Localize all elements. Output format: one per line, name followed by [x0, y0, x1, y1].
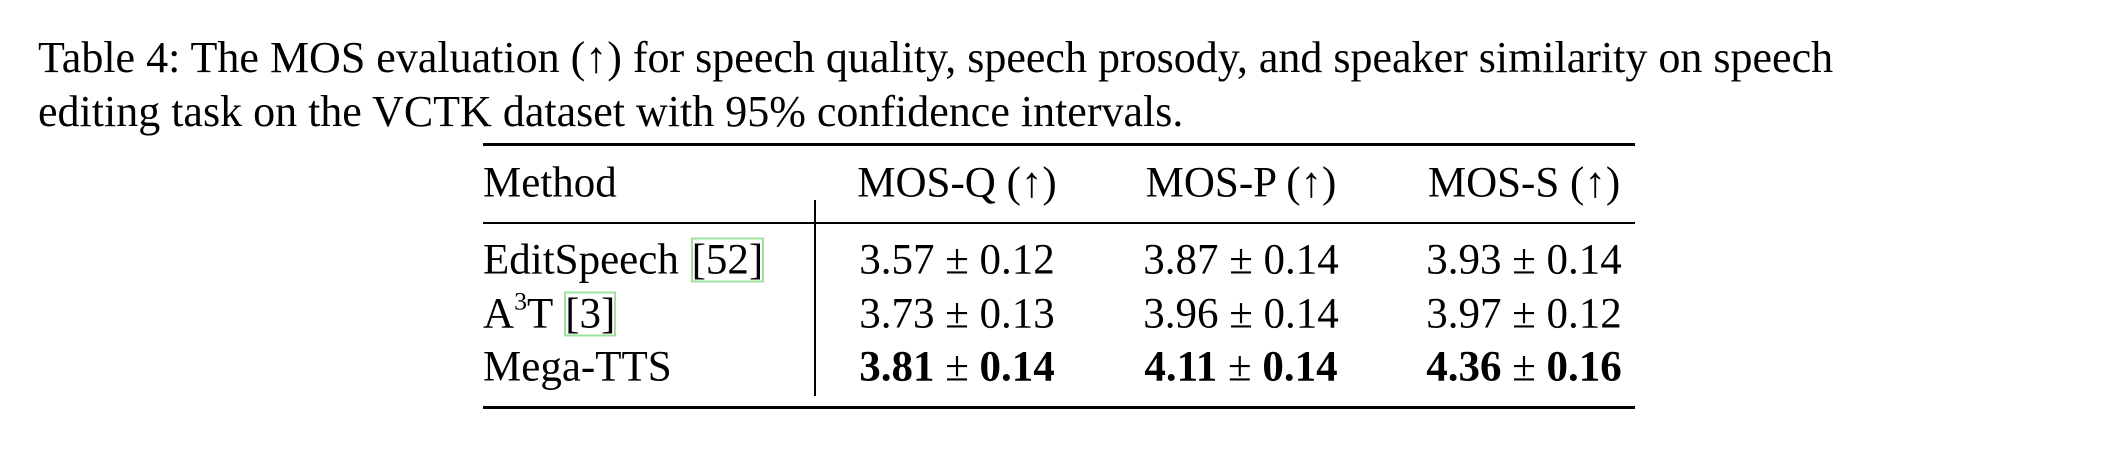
- plus-minus: ±: [945, 236, 969, 284]
- citation[interactable]: [52]: [690, 236, 765, 284]
- score-mean: 3.57: [859, 236, 935, 284]
- method-cell: A3T [3]: [483, 288, 617, 338]
- method-name: T: [526, 290, 553, 338]
- score-mean: 3.73: [859, 290, 935, 338]
- header-cell: MOS-S (↑): [1427, 159, 1621, 207]
- score-cell: 4.11 ± 0.14: [1144, 346, 1337, 389]
- method-name: EditSpeech: [483, 236, 679, 284]
- plus-minus: ±: [1512, 343, 1536, 391]
- method-name: A: [483, 290, 515, 338]
- caption-text: The MOS evaluation (↑) for speech qualit…: [190, 33, 1834, 82]
- header-cell: Method: [483, 159, 617, 207]
- score-ci: 0.16: [1546, 343, 1622, 391]
- plus-minus: ±: [945, 343, 969, 391]
- score-ci: 0.13: [979, 290, 1055, 338]
- bottom-rule: [483, 406, 1635, 409]
- score-cell: 3.57 ± 0.12: [859, 239, 1055, 282]
- score-cell: 3.73 ± 0.13: [859, 293, 1055, 336]
- citation-number: 3: [579, 290, 602, 338]
- score-ci: 0.14: [1263, 236, 1339, 284]
- superscript: 3: [514, 286, 527, 316]
- score-mean: 4.36: [1426, 343, 1502, 391]
- score-mean: 3.81: [859, 343, 935, 391]
- score-cell: 3.93 ± 0.14: [1426, 239, 1622, 282]
- caption-line: Table 4: The MOS evaluation (↑) for spee…: [38, 36, 1833, 80]
- score-mean: 3.97: [1426, 290, 1502, 338]
- score-cell: 3.87 ± 0.14: [1143, 239, 1339, 282]
- score-cell: 4.36 ± 0.16: [1426, 346, 1622, 389]
- score-cell: 3.96 ± 0.14: [1143, 293, 1339, 336]
- score-ci: 0.14: [1546, 236, 1622, 284]
- score-ci: 0.14: [979, 343, 1055, 391]
- citation-number: 52: [705, 236, 749, 284]
- plus-minus: ±: [1229, 236, 1253, 284]
- score-mean: 3.96: [1143, 290, 1219, 338]
- score-ci: 0.14: [1262, 343, 1338, 391]
- caption-line: editing task on the VCTK dataset with 95…: [38, 87, 1184, 136]
- header-cell: MOS-P (↑): [1145, 159, 1337, 207]
- method-cell: EditSpeech [52]: [483, 236, 765, 284]
- method-cell: Mega-TTS: [483, 346, 672, 389]
- plus-minus: ±: [1229, 290, 1253, 338]
- plus-minus: ±: [1228, 343, 1252, 391]
- score-ci: 0.12: [979, 236, 1055, 284]
- score-ci: 0.12: [1546, 290, 1622, 338]
- score-cell: 3.97 ± 0.12: [1426, 293, 1622, 336]
- top-rule: [483, 143, 1635, 146]
- header-cell: MOS-Q (↑): [857, 159, 1057, 207]
- mid-rule: [483, 222, 1635, 224]
- citation[interactable]: [3]: [564, 290, 617, 338]
- caption-label: Table 4:: [38, 33, 181, 82]
- score-cell: 3.81 ± 0.14: [859, 346, 1055, 389]
- plus-minus: ±: [1512, 290, 1536, 338]
- score-mean: 3.93: [1426, 236, 1502, 284]
- score-mean: 4.11: [1144, 343, 1218, 391]
- plus-minus: ±: [1512, 236, 1536, 284]
- score-ci: 0.14: [1263, 290, 1339, 338]
- column-separator: [814, 200, 816, 396]
- method-name: Mega-TTS: [483, 343, 672, 391]
- plus-minus: ±: [945, 290, 969, 338]
- score-mean: 3.87: [1143, 236, 1219, 284]
